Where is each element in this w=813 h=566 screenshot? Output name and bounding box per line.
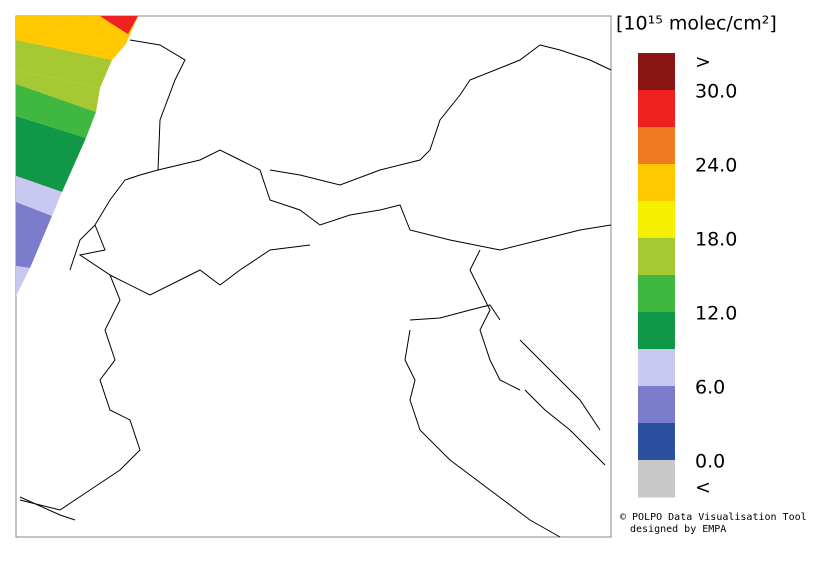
credit-line: designed by EMPA [630,524,726,535]
colorbar-cell [638,349,675,387]
satellite-swath [16,16,138,296]
colorbar-cell [638,238,675,276]
colorbar-label: 30.0 [695,81,737,103]
colorbar-cell [638,386,675,424]
colorbar-cell [638,201,675,239]
colorbar-cell [638,423,675,461]
colorbar-label: 24.0 [695,155,737,177]
colorbar-label: 0.0 [695,451,725,473]
colorbar-cell [638,460,675,498]
colorbar-label: 12.0 [695,303,737,325]
map [15,15,612,538]
colorbar-cell [638,312,675,350]
colorbar-label: > [695,51,711,73]
colorbar-cell [638,164,675,202]
colorbar-label: 18.0 [695,229,737,251]
credit-line: © POLPO Data Visualisation Tool [620,512,807,523]
colorbar: [10¹⁵ molec/cm²] >30.0 24.0 18.0 12.0 6.0 0.0… [616,13,777,499]
colorbar-label: 6.0 [695,377,725,399]
colorbar-label: < [695,476,711,498]
colorbar-cell [638,90,675,128]
map-frame [15,15,612,538]
colorbar-unit: [10¹⁵ molec/cm²] [616,13,777,35]
colorbar-cell [638,275,675,313]
borders [19,39,612,538]
colorbar-cell [638,53,675,91]
colorbar-cell [638,127,675,165]
